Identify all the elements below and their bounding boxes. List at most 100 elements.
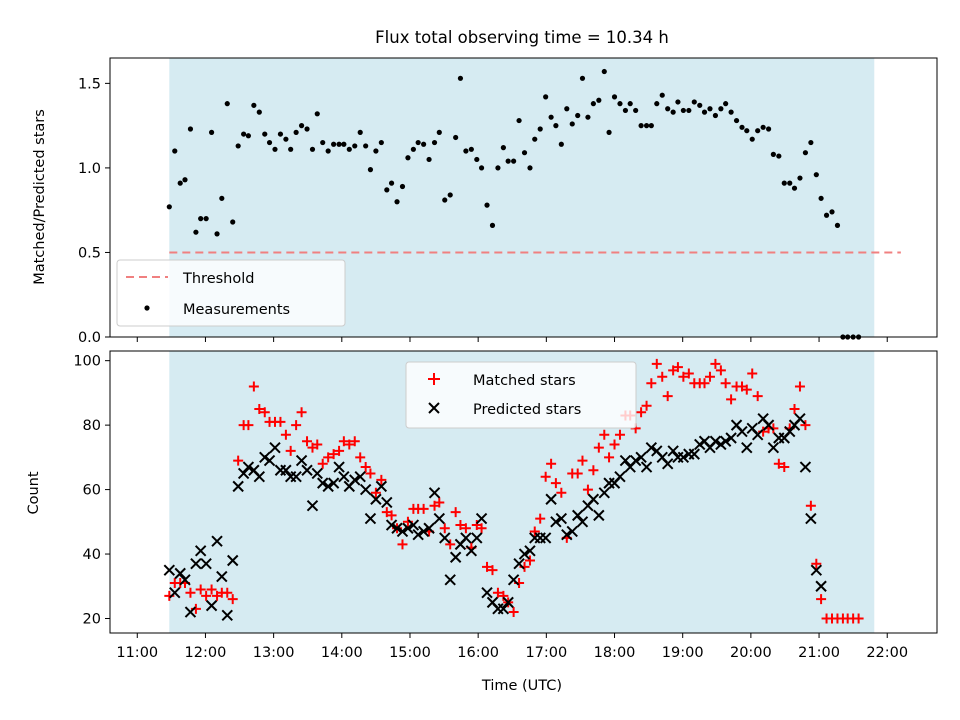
predicted-stars-series: [163, 412, 827, 621]
matched-point: [779, 462, 790, 473]
measurement-point: [363, 143, 369, 149]
measurement-point: [219, 195, 225, 201]
matched-point: [296, 407, 307, 418]
matched-point: [582, 484, 593, 495]
xtick-label: 13:00: [253, 645, 295, 661]
bottom-panel: 20 40 60 80 100 11:00 12:00 13:00 14:00 15:00 16:…: [26, 350, 938, 694]
top-ytick-label: 0.0: [78, 330, 101, 346]
predicted-point: [576, 516, 589, 528]
matched-point: [524, 555, 535, 566]
matched-point: [312, 439, 323, 450]
measurement-point: [516, 117, 522, 124]
matched-point: [439, 523, 450, 534]
predicted-point: [736, 425, 748, 438]
matched-point: [233, 455, 244, 466]
measurement-point: [718, 106, 724, 112]
predicted-point: [263, 454, 276, 467]
matched-point: [195, 584, 206, 595]
measurement-point: [521, 150, 528, 156]
measurement-point: [394, 199, 400, 205]
predicted-point: [667, 445, 679, 457]
measurement-point: [277, 131, 284, 137]
matched-point: [768, 423, 779, 434]
predicted-point: [645, 441, 658, 454]
measurement-point: [606, 129, 612, 135]
bottom-y-ticks: 20 40 60 80 100: [73, 354, 110, 627]
top-x-ticks: [136, 337, 888, 342]
matched-point: [805, 500, 816, 511]
matched-point: [355, 452, 366, 463]
predicted-point: [370, 493, 382, 505]
bottom-x-ticks: 11:00 12:00 13:00 14:00 15:00 16:00 17:00 18:00…: [116, 633, 908, 661]
predicted-point: [364, 512, 377, 525]
top-legend: Threshold Measurements: [116, 259, 346, 327]
predicted-point: [545, 493, 557, 505]
measurement-point: [596, 97, 602, 103]
bottom-legend: Matched stars Predicted stars: [405, 361, 637, 429]
measurement-point: [643, 123, 650, 129]
measurement-point: [733, 117, 740, 124]
xtick-label: 14:00: [321, 645, 363, 661]
measurement-point: [537, 126, 543, 132]
predicted-point: [471, 532, 483, 544]
matched-point: [397, 539, 408, 550]
predicted-point: [396, 525, 409, 538]
measurement-point: [712, 112, 719, 119]
measurement-point: [564, 106, 570, 112]
top-legend-box: [116, 259, 346, 327]
measurement-point: [262, 131, 268, 137]
matched-point: [683, 368, 694, 379]
measurement-point: [388, 180, 395, 186]
predicted-point: [232, 480, 244, 493]
measurement-point: [665, 106, 671, 112]
measurement-point: [691, 99, 697, 105]
measurement-point: [341, 141, 347, 147]
measurement-point: [251, 102, 257, 108]
matched-point: [487, 565, 498, 576]
measurement-point: [680, 107, 686, 114]
predicted-point: [359, 483, 372, 496]
matched-point: [657, 371, 668, 382]
xtick-label: 18:00: [594, 645, 636, 661]
measurement-point: [823, 212, 830, 218]
matched-point: [752, 391, 763, 402]
measurement-point: [484, 202, 490, 208]
measurement-point: [755, 128, 761, 134]
matched-point: [206, 584, 217, 595]
legend-measurements-label: Measurements: [183, 302, 290, 318]
measurement-point: [182, 177, 188, 183]
legend-predicted-swatch: [428, 402, 440, 414]
matched-point: [535, 513, 546, 524]
matched-point: [609, 439, 620, 450]
predicted-point: [317, 477, 329, 489]
top-panel: 0.0 0.5 1.0 1.5 Matched/Predicted stars Thr…: [32, 57, 938, 346]
matched-point: [672, 362, 683, 373]
bottom-ytick-label: 60: [83, 483, 101, 499]
measurement-point: [659, 92, 665, 98]
measurement-point: [415, 139, 421, 146]
measurement-point: [770, 151, 776, 157]
measurement-point: [241, 131, 247, 137]
matched-point: [572, 468, 583, 479]
measurement-point: [304, 126, 310, 132]
predicted-point: [301, 464, 313, 476]
measurement-point: [352, 143, 358, 149]
measurement-point: [298, 123, 305, 129]
x-axis-label: Time (UTC): [481, 678, 562, 694]
matched-point: [546, 458, 557, 469]
top-axes-frame: [109, 57, 938, 338]
matched-point: [662, 391, 673, 402]
matched-point: [550, 478, 561, 489]
predicted-point: [507, 574, 520, 586]
measurement-point: [447, 192, 453, 198]
predicted-point: [327, 477, 340, 489]
measurement-point: [331, 141, 337, 147]
predicted-point: [640, 461, 653, 473]
measurement-point: [791, 185, 798, 191]
matched-point: [540, 471, 551, 482]
matched-point: [185, 587, 196, 598]
matched-point: [455, 520, 466, 531]
measurement-point: [575, 112, 581, 119]
predicted-point: [333, 461, 345, 473]
